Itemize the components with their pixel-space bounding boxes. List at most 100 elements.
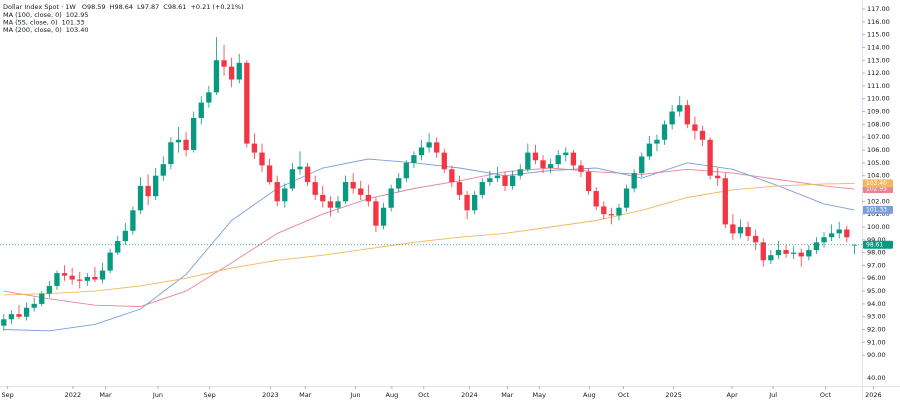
x-tick-label: Jun <box>152 391 163 399</box>
price-tag <box>863 240 893 249</box>
candle-body <box>198 102 204 118</box>
y-tick-label: 101.00 <box>867 210 890 218</box>
candle-body <box>137 185 144 211</box>
candle-body <box>730 224 736 234</box>
candle-body <box>183 139 189 151</box>
x-tick-label: Sep <box>203 391 215 399</box>
y-tick-label: 99.00 <box>867 236 886 244</box>
candle-body <box>555 155 561 165</box>
x-tick-label: Aug <box>583 391 596 399</box>
legend-label: MA (100, close, 0) <box>3 11 62 19</box>
candle-body <box>312 182 318 195</box>
y-extra-label: 40.00 <box>867 374 886 382</box>
x-tick-label: Mar <box>299 391 312 399</box>
candle-body <box>532 152 539 161</box>
candle-body <box>783 250 789 254</box>
y-tick-label: 94.00 <box>867 300 886 308</box>
y-tick-label: 90.00 <box>867 351 886 359</box>
candle-body <box>122 230 128 242</box>
candle-body <box>99 270 106 280</box>
candle-body <box>570 152 577 166</box>
y-tick-label: 111.00 <box>867 82 890 90</box>
candle-body <box>84 276 90 281</box>
y-tick-label: 92.00 <box>867 326 886 334</box>
candle-body <box>456 182 463 195</box>
y-tick-label: 117.00 <box>867 5 890 13</box>
candle-body <box>69 275 75 280</box>
candle-body <box>654 139 660 144</box>
candle-body <box>61 273 68 276</box>
candle-body <box>327 201 334 208</box>
x-tick-label: Mar <box>501 391 514 399</box>
candle-body <box>494 175 501 179</box>
x-tick-label: Jun <box>349 391 360 399</box>
y-tick-label: 95.00 <box>867 287 886 295</box>
candle-body <box>244 62 250 144</box>
candle-body <box>775 250 782 256</box>
ohlc-value: +0.21 (+0.21%) <box>190 3 243 11</box>
candle-body <box>790 252 797 254</box>
candle-body <box>358 188 364 195</box>
x-tick-label: Oct <box>820 391 832 399</box>
candle-body <box>388 188 394 208</box>
y-tick-label: 105.00 <box>867 159 890 167</box>
candle-body <box>282 188 288 202</box>
price-tag-label: 101.33 <box>866 206 887 213</box>
candle-body <box>153 175 159 197</box>
candle-body <box>115 241 121 253</box>
y-tick-label: 98.00 <box>867 249 886 257</box>
y-tick-label: 100.00 <box>867 223 890 231</box>
y-tick-label: 113.00 <box>867 56 890 64</box>
candle-body <box>737 226 744 234</box>
candle-body <box>578 165 584 172</box>
candle-body <box>661 124 668 140</box>
candle-body <box>806 250 812 257</box>
candle-body <box>160 164 166 176</box>
candle-body <box>707 139 713 176</box>
candle-body <box>525 152 531 170</box>
y-tick-label: 115.00 <box>867 31 890 39</box>
candle-body <box>221 60 227 67</box>
x-tick-label: 2023 <box>262 391 279 399</box>
candle-body <box>259 152 265 166</box>
candle-body <box>373 201 379 226</box>
candle-body <box>16 314 22 317</box>
candle-body <box>107 252 113 271</box>
candle-body <box>646 143 653 157</box>
candle-body <box>274 182 280 202</box>
y-tick-label: 93.00 <box>867 313 886 321</box>
candle-body <box>722 178 728 225</box>
candle-body <box>699 130 706 140</box>
candle-body <box>31 303 37 308</box>
candle-body <box>601 206 607 215</box>
candle-body <box>297 166 303 170</box>
candle-body <box>365 194 372 202</box>
candle-body <box>639 156 645 174</box>
x-tick-label: Aug <box>386 391 399 399</box>
y-tick-label: 116.00 <box>867 18 890 26</box>
ohlc-value: L97.87 <box>137 3 159 11</box>
moving-average-line <box>3 158 855 332</box>
y-tick-label: 102.00 <box>867 197 890 205</box>
candle-body <box>175 139 182 143</box>
y-tick-label: 108.00 <box>867 120 890 128</box>
candle-body <box>304 166 311 183</box>
y-tick-label: 104.00 <box>867 172 890 180</box>
candle-body <box>479 182 485 195</box>
candle-body <box>684 105 690 125</box>
candle-body <box>509 175 516 186</box>
candle-body <box>46 285 53 294</box>
candle-body <box>8 314 15 320</box>
symbol-title: Dollar Index Spot · 1W <box>3 3 76 11</box>
candle-body <box>821 237 827 243</box>
candle-body <box>228 66 235 80</box>
candle-body <box>669 111 675 125</box>
candle-body <box>585 171 592 192</box>
price-tag <box>863 205 893 214</box>
legend-label: MA (55, close, 0) <box>3 19 58 27</box>
candle-body <box>335 201 341 208</box>
candle-body <box>289 169 296 189</box>
candle-body <box>266 165 273 183</box>
candle-body <box>426 142 432 148</box>
